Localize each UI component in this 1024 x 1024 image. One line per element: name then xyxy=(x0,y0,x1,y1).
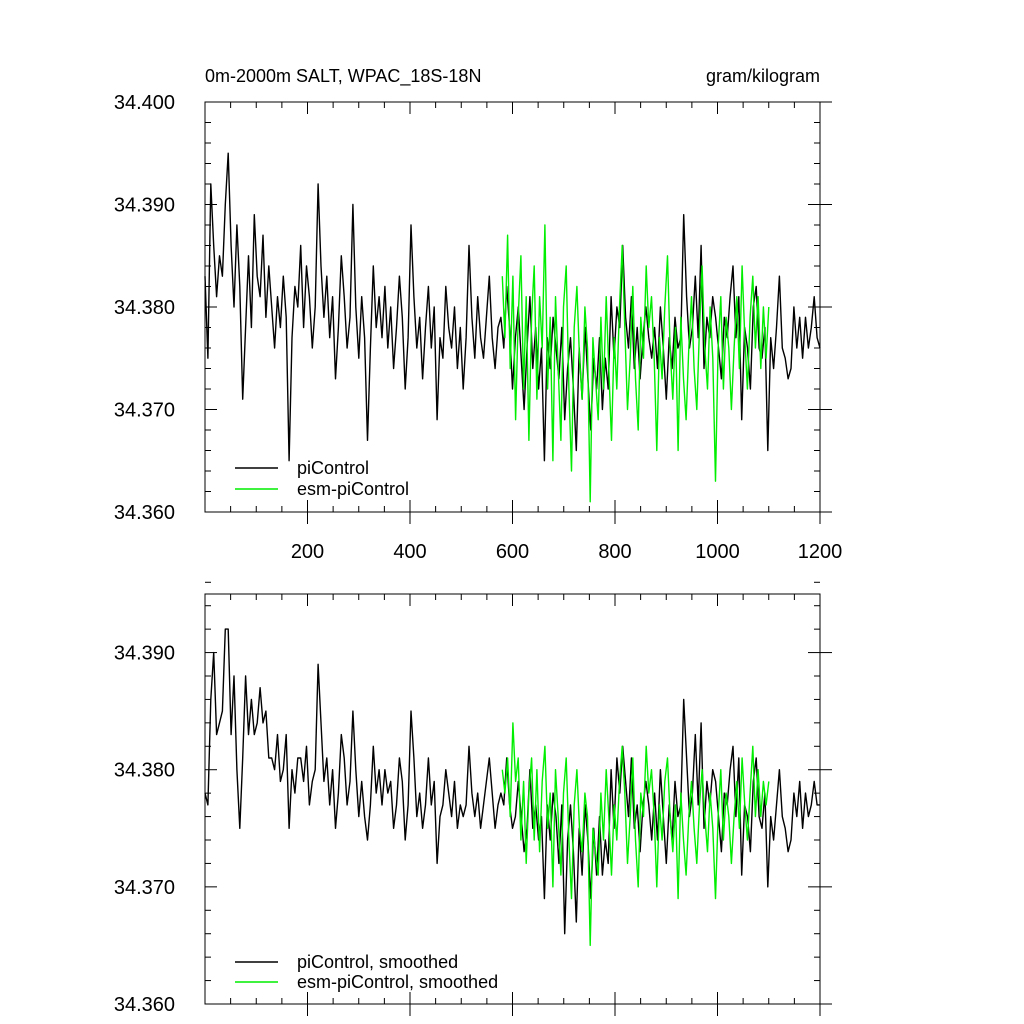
top-x-tick-label: 200 xyxy=(291,541,324,563)
top-y-tick-label: 34.360 xyxy=(114,502,175,524)
bottom-legend-label-picontrol-smoothed: piControl, smoothed xyxy=(297,952,458,972)
top-chart-panel: 0m-2000m SALT, WPAC_18S-18N gram/kilogra… xyxy=(114,66,842,563)
bottom-y-tick-label: 34.380 xyxy=(114,760,175,782)
top-x-tick-label: 800 xyxy=(598,541,631,563)
top-legend-label-esm-picontrol: esm-piControl xyxy=(297,479,409,499)
bottom-legend-label-esm-picontrol-smoothed: esm-piControl, smoothed xyxy=(297,972,498,992)
top-x-tick-label: 400 xyxy=(393,541,426,563)
top-plot-frame xyxy=(204,101,821,513)
top-chart-title: 0m-2000m SALT, WPAC_18S-18N xyxy=(205,66,481,87)
bottom-chart-panel: 34.360 34.370 34.380 34.390 piControl, smoo… xyxy=(114,581,832,1016)
bottom-series-picontrol-smoothed xyxy=(204,628,820,935)
bottom-plot-frame xyxy=(204,593,821,1005)
top-legend: piControl esm-piControl xyxy=(235,458,409,499)
bottom-series-lines xyxy=(204,628,820,947)
top-chart-units: gram/kilogram xyxy=(706,66,820,86)
top-x-tick-label: 1200 xyxy=(798,541,843,563)
top-y-tick-label: 34.380 xyxy=(114,297,175,319)
bottom-y-tick-label: 34.370 xyxy=(114,877,175,899)
bottom-series-esm-picontrol-smoothed xyxy=(501,722,770,947)
top-x-tick-label: 600 xyxy=(496,541,529,563)
top-series-picontrol xyxy=(204,152,821,462)
top-series-esm-picontrol xyxy=(501,224,770,503)
top-series-lines xyxy=(204,152,821,503)
top-y-tick-label: 34.400 xyxy=(114,92,175,114)
bottom-legend: piControl, smoothed esm-piControl, smoot… xyxy=(235,952,498,992)
top-legend-label-picontrol: piControl xyxy=(297,458,369,478)
top-axis-ticks: 200 400 600 800 1000 1200 34.360 34.370 34.380 34… xyxy=(114,92,842,563)
top-y-tick-label: 34.370 xyxy=(114,400,175,422)
bottom-y-tick-label: 34.360 xyxy=(114,994,175,1016)
top-y-tick-label: 34.390 xyxy=(114,195,175,217)
top-x-tick-label: 1000 xyxy=(695,541,740,563)
bottom-y-tick-label: 34.390 xyxy=(114,643,175,665)
